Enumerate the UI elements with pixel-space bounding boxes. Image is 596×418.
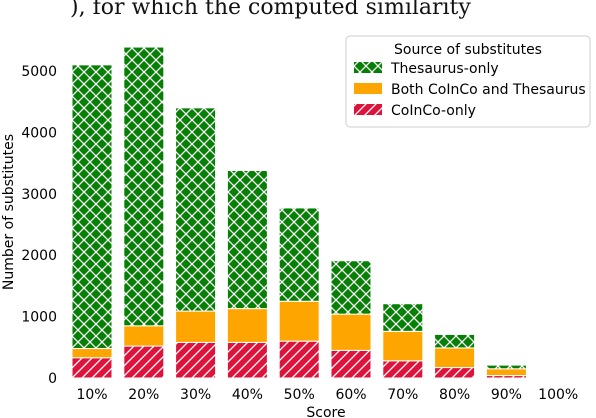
bar-hatch-coinco-only-20pct <box>123 346 164 378</box>
legend-swatch <box>354 83 382 94</box>
bar-hatch-thesaurus-only-60pct <box>331 260 371 315</box>
bar-both-coinco-and-thesaurus-50pct <box>278 300 320 342</box>
bar-both-coinco-and-thesaurus-10pct <box>71 348 113 359</box>
x-tick-label: 20% <box>128 387 159 403</box>
bar-hatch-thesaurus-only-30pct <box>175 107 216 312</box>
x-axis: 10% 20% 30% 40% 50% 60% 70% 80% 90% 100% <box>76 387 578 403</box>
y-tick-label: 0 <box>48 371 57 387</box>
x-tick-label: 90% <box>491 387 522 403</box>
y-axis-label: Number of substitutes <box>1 134 17 290</box>
legend-frame <box>345 35 591 128</box>
x-tick-label: 40% <box>232 387 263 403</box>
legend: Source of substitutes Thesaurus-only Both… <box>345 35 591 128</box>
bar-hatch-coinco-only-10pct <box>72 357 112 378</box>
y-tick-label: 4000 <box>21 125 57 141</box>
y-tick-label: 1000 <box>21 310 57 326</box>
x-tick-label: 70% <box>387 387 418 403</box>
bar-both-coinco-and-thesaurus-60pct <box>330 313 372 351</box>
x-tick-label: 60% <box>335 387 366 403</box>
top-text-fragment: ), for which the computed similarity <box>70 0 471 20</box>
plot-area <box>71 46 527 379</box>
bar-both-coinco-and-thesaurus-40pct <box>226 308 268 343</box>
bar-hatch-thesaurus-only-70pct <box>382 303 423 332</box>
legend-entry: CoInCo-only <box>391 103 476 119</box>
bar-hatch-thesaurus-only-90pct <box>486 365 527 369</box>
bar-both-coinco-and-thesaurus-30pct <box>175 310 217 343</box>
bar-hatch-thesaurus-only-80pct <box>434 334 475 348</box>
bar-both-coinco-and-thesaurus-80pct <box>434 347 476 369</box>
bar-both-coinco-and-thesaurus-70pct <box>382 330 424 362</box>
x-tick-label: 10% <box>76 387 107 403</box>
bar-hatch-thesaurus-only-40pct <box>227 170 268 309</box>
bar-hatch-coinco-only-80pct <box>434 367 475 378</box>
y-tick-label: 2000 <box>21 248 57 264</box>
bar-both-coinco-and-thesaurus-90pct <box>485 368 527 377</box>
x-tick-label: 100% <box>538 387 578 403</box>
legend-entry: Both CoInCo and Thesaurus <box>391 82 586 98</box>
legend-entry: Thesaurus-only <box>390 61 499 77</box>
bar-hatch-coinco-only-60pct <box>331 350 371 378</box>
bar-hatch-coinco-only-50pct <box>279 341 320 378</box>
x-tick-label: 80% <box>439 387 470 403</box>
y-tick-label: 5000 <box>21 64 57 80</box>
y-axis: 0 1000 2000 3000 4000 5000 <box>21 64 57 387</box>
x-axis-label: Score <box>306 405 345 418</box>
bar-hatch-coinco-only-90pct <box>486 375 527 378</box>
bar-hatch-thesaurus-only-10pct <box>72 64 112 349</box>
bar-both-coinco-and-thesaurus-20pct <box>123 325 165 347</box>
bar-hatch-coinco-only-30pct <box>175 342 216 378</box>
legend-swatch-hatch <box>354 104 382 115</box>
y-tick-label: 3000 <box>21 187 57 203</box>
legend-swatch-hatch <box>354 62 382 73</box>
bar-hatch-thesaurus-only-50pct <box>279 207 320 302</box>
bar-hatch-coinco-only-70pct <box>382 360 423 378</box>
bar-hatch-coinco-only-40pct <box>227 342 268 378</box>
x-tick-label: 50% <box>284 387 315 403</box>
legend-title: Source of substitutes <box>394 42 542 58</box>
bar-hatch-thesaurus-only-20pct <box>123 47 164 326</box>
x-tick-label: 30% <box>180 387 211 403</box>
